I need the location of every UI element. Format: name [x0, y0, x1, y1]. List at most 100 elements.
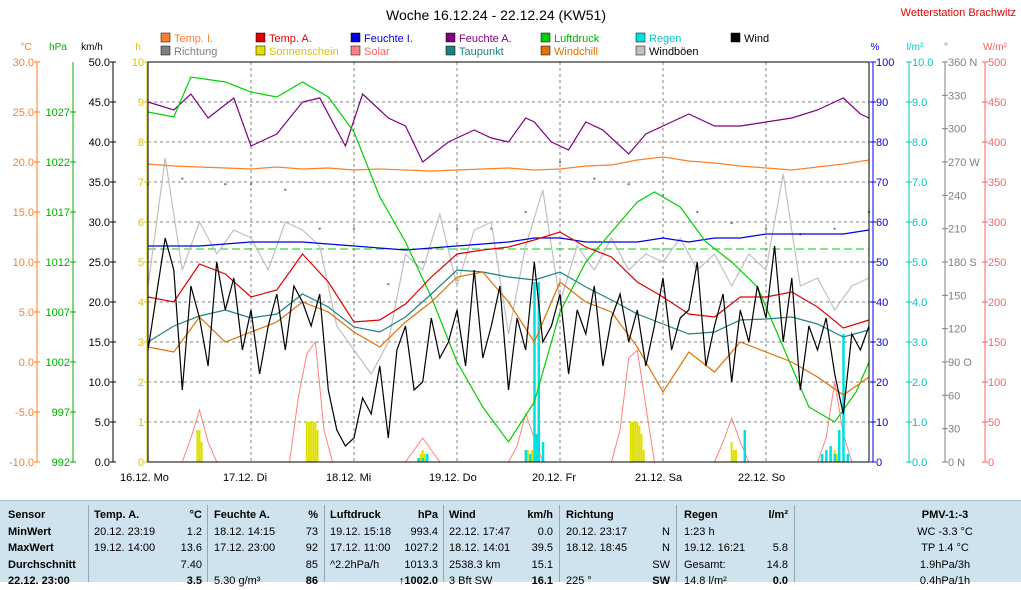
axis-tick-label-wind: 35.0: [89, 177, 110, 189]
unit-direction: °: [944, 42, 948, 53]
unit-humidity: %: [871, 42, 880, 53]
bar-rain: [535, 434, 538, 462]
point-direction: [558, 160, 562, 164]
bar-rain: [537, 282, 541, 462]
axis-tick-label-rain: 6.0: [912, 217, 927, 229]
humidity-head: Feuchte A.: [214, 509, 270, 521]
legend-label: Solar: [364, 46, 390, 58]
point-direction: [833, 227, 836, 230]
separator: [207, 505, 208, 582]
axis-tick-label-rain: 8.0: [912, 137, 927, 149]
axis-tick-label-rain: 2.0: [912, 377, 927, 389]
axis-tick-label-humidity: 90: [876, 97, 888, 109]
humidity-column: Feuchte A.% 18.12. 14:15 73 17.12. 23:00 9…: [214, 507, 318, 590]
direction-column: Richtung 20.12. 23:17 N 18.12. 18:45 N SW …: [566, 507, 670, 590]
bar-rain: [533, 282, 536, 462]
series-temp-i: [147, 156, 870, 172]
legend-swatch: [635, 32, 646, 43]
rain-current-total: 14.8 l/m²: [684, 575, 727, 587]
bar-rain: [846, 454, 850, 462]
point-direction: [318, 227, 321, 230]
legend-swatch: [730, 32, 741, 43]
axis-tick-label-wind: 40.0: [89, 137, 110, 149]
series-feuchte-a: [147, 92, 870, 163]
bar-sunshine: [196, 430, 199, 462]
chart-bars: [146, 160, 871, 463]
axis-tick-label-pressure: 1017: [46, 207, 70, 219]
temp-max-value: 13.6: [180, 542, 202, 554]
point-direction: [661, 194, 665, 197]
plot-frame: [147, 61, 870, 463]
pressure-avg-value: 1013.3: [404, 558, 438, 571]
axis-tick-label-temp: 5.0: [19, 307, 34, 319]
rain-unit: l/m²: [768, 509, 788, 521]
separator: [676, 505, 677, 582]
axis-tick-label-pressure: 1007: [46, 307, 70, 319]
axis-tick-label-rain: 3.0: [912, 337, 927, 349]
legend-swatch: [350, 45, 361, 56]
axis-tick-label-direction: 180 S: [948, 257, 977, 269]
bar-sunshine: [835, 454, 838, 462]
legend-label: Luftdruck: [554, 33, 600, 45]
bar-sunshine: [631, 422, 634, 462]
axis-tick-label-solar: 500: [988, 57, 1006, 69]
wind-min-value: 0.0: [537, 525, 553, 538]
axis-tick-label-direction: 210: [948, 224, 966, 236]
bar-rain: [417, 458, 420, 462]
axis-tick-label-humidity: 80: [876, 137, 888, 149]
legend-label: Richtung: [174, 46, 217, 58]
direction-max-value: N: [662, 542, 670, 554]
axis-tick-label-solar: 0: [988, 457, 994, 469]
bar-sunshine: [642, 450, 645, 462]
x-tick-label: 22.12. So: [738, 472, 785, 484]
axis-tick-label-solar: 100: [988, 377, 1006, 389]
axis-tick-label-temp: 15.0: [13, 207, 34, 219]
axis-tick-label-wind: 30.0: [89, 217, 110, 229]
chart-legend: Temp. I.Richtung Temp. A.Sonnenschein Feuc…: [160, 32, 769, 58]
legend-swatch: [445, 32, 456, 43]
bar-sunshine: [307, 422, 310, 462]
axis-tick-label-hours: 3: [138, 337, 144, 349]
rain-max-time: 19.12. 16:21: [684, 542, 746, 554]
temp-max-time: 19.12. 14:00: [94, 542, 156, 554]
rain-total-label: Gesamt:: [684, 558, 726, 571]
legend-label: Temp. A.: [269, 33, 312, 45]
humidity-unit: %: [308, 509, 318, 521]
series-feuchte-i: [148, 229, 870, 251]
separator: [88, 505, 89, 582]
axis-tick-label-solar: 400: [988, 137, 1006, 149]
unit-temp: °C: [20, 42, 31, 53]
axis-tick-label-hours: 6: [138, 217, 144, 229]
axis-tick-label-pressure: 997: [52, 407, 70, 419]
bar-sunshine: [531, 450, 534, 462]
pressure-head: Luftdruck: [330, 509, 381, 521]
axis-tick-label-solar: 450: [988, 97, 1006, 109]
rain-duration: 1:23 h: [684, 525, 715, 538]
point-direction: [181, 177, 184, 180]
axis-tick-label-solar: 50: [988, 417, 1000, 429]
axis-tick-label-wind: 10.0: [89, 377, 110, 389]
bar-sunshine: [526, 450, 529, 462]
axis-tick-label-direction: 150: [948, 290, 966, 302]
point-direction: [730, 221, 733, 225]
direction-min-value: N: [662, 525, 670, 538]
bar-rain: [820, 454, 824, 462]
axis-tick-label-temp: 30.0: [13, 57, 34, 69]
row-label-column: Sensor MinWert MaxWert Durchschnitt 22.1…: [8, 507, 88, 590]
pmv-trend-1h: 0.4hPa/1h: [919, 575, 971, 587]
axis-tick-label-temp: -10.0: [9, 457, 34, 469]
bar-rain: [829, 446, 832, 462]
axis-tick-label-humidity: 0: [876, 457, 882, 469]
wind-run: 2538.3 km: [449, 558, 501, 571]
row-label-avg: Durchschnitt: [8, 558, 76, 571]
axis-tick-label-pressure: 1002: [46, 357, 70, 369]
direction-head: Richtung: [566, 509, 614, 521]
rain-current-value: 0.0: [772, 575, 788, 587]
axis-tick-label-wind: 25.0: [89, 257, 110, 269]
unit-hours: h: [135, 42, 141, 53]
axis-tick-label-hours: 4: [138, 297, 144, 309]
point-direction: [284, 188, 287, 191]
bar-sunshine: [730, 442, 733, 462]
axis-tick-label-humidity: 10: [876, 417, 888, 429]
direction-avg-value: SW: [652, 558, 670, 571]
